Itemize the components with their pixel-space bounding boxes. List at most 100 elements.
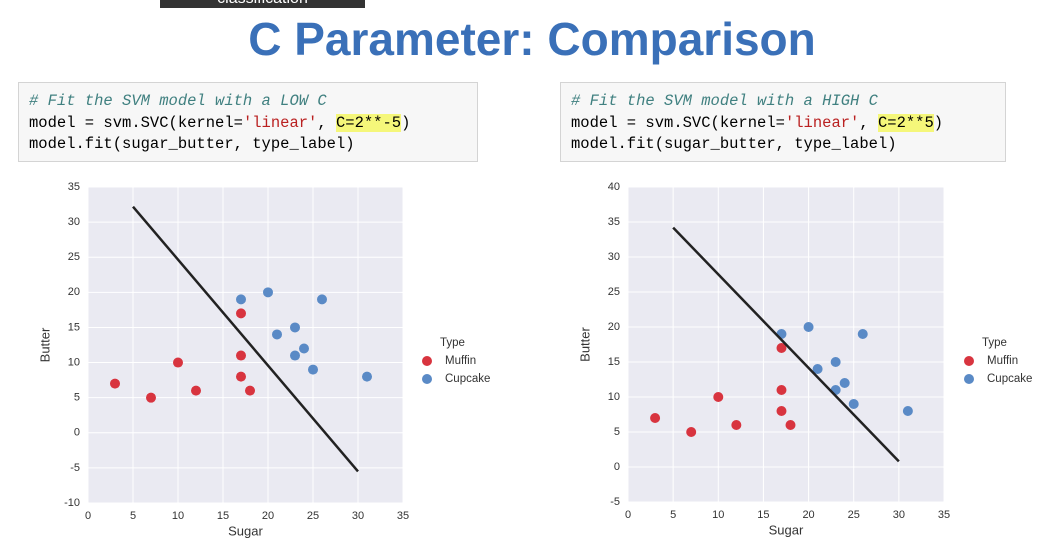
y-tick-label: 10 <box>68 356 80 368</box>
y-tick-label: 5 <box>614 426 620 438</box>
x-tick-label: 35 <box>938 509 950 521</box>
code-line: # Fit the SVM model with a LOW C <box>19 92 477 114</box>
y-tick-label: 40 <box>608 181 620 193</box>
y-axis-label: Butter <box>577 326 592 361</box>
point <box>146 392 156 403</box>
point <box>776 343 787 353</box>
y-tick-label: -10 <box>64 497 80 509</box>
code-token: C=2**5 <box>877 113 934 132</box>
point <box>110 378 120 389</box>
point <box>272 329 282 340</box>
x-tick-label: 20 <box>802 509 814 521</box>
point <box>848 399 859 409</box>
point <box>263 287 273 298</box>
y-tick-label: 0 <box>614 461 620 473</box>
decision-boundary <box>672 226 900 463</box>
legend-title: Type <box>982 337 1007 349</box>
legend-label: Cupcake <box>987 373 1032 385</box>
point <box>713 392 724 402</box>
point <box>803 322 814 332</box>
y-tick-label: 0 <box>74 427 80 439</box>
x-axis-label: Sugar <box>228 523 263 538</box>
point <box>236 350 246 361</box>
code-line: model.fit(sugar_butter, type_label) <box>19 135 477 157</box>
point <box>839 378 850 388</box>
point <box>785 420 796 430</box>
code-block: # Fit the SVM model with a LOW C model = … <box>18 82 478 162</box>
x-tick-label: 5 <box>670 509 676 521</box>
y-tick-label: 25 <box>608 286 620 298</box>
legend-marker <box>422 356 432 366</box>
code-token: model.fit(sugar_butter, type_label) <box>571 135 897 153</box>
x-tick-label: 25 <box>307 510 319 522</box>
legend-title: Type <box>440 337 465 349</box>
x-tick-label: 5 <box>130 510 136 522</box>
legend-label: Muffin <box>987 355 1018 367</box>
y-tick-label: 5 <box>74 392 80 404</box>
code-token: , <box>859 113 878 132</box>
legend-label: Cupcake <box>445 373 490 385</box>
code-line: model = svm.SVC(kernel='linear', C=2**5) <box>561 113 1005 136</box>
y-tick-label: 25 <box>68 251 80 263</box>
code-token: ) <box>401 113 411 132</box>
code-line: model = svm.SVC(kernel='linear', C=2**-5… <box>19 113 477 136</box>
code-token: model.fit(sugar_butter, type_label) <box>29 135 355 153</box>
code-token: model = svm.SVC(kernel= <box>571 113 785 132</box>
plot-area <box>88 187 403 503</box>
y-axis-label: Butter <box>37 327 52 362</box>
point <box>317 294 327 305</box>
code-token: model = svm.SVC(kernel= <box>29 113 243 132</box>
x-tick-label: 35 <box>397 510 409 522</box>
x-tick-label: 15 <box>217 510 229 522</box>
x-tick-label: 20 <box>262 510 274 522</box>
y-tick-label: -5 <box>70 462 80 474</box>
point <box>290 350 300 361</box>
tab-label: classification <box>160 0 365 8</box>
x-tick-label: 0 <box>85 510 91 522</box>
x-tick-label: 25 <box>848 509 860 521</box>
code-token: ) <box>933 113 944 132</box>
decision-boundary <box>132 205 359 473</box>
y-tick-label: 30 <box>68 216 80 228</box>
code-token: , <box>317 113 336 132</box>
code-token: # Fit the SVM model with a LOW C <box>29 92 327 110</box>
point <box>362 371 372 382</box>
point <box>173 357 183 368</box>
point <box>902 406 913 416</box>
legend-label: Muffin <box>445 355 476 367</box>
point <box>776 406 787 416</box>
point <box>686 427 697 437</box>
code-token: C=2**-5 <box>335 113 402 132</box>
slide-title: C Parameter: Comparison <box>248 13 816 65</box>
point <box>290 322 300 333</box>
code-token: 'linear' <box>784 113 860 132</box>
point <box>191 385 201 396</box>
point <box>299 343 309 354</box>
point <box>812 364 823 374</box>
code-token: # Fit the SVM model with a HIGH C <box>571 92 878 110</box>
x-tick-label: 10 <box>712 509 724 521</box>
code-block: # Fit the SVM model with a HIGH C model =… <box>560 82 1006 162</box>
x-tick-label: 30 <box>352 510 364 522</box>
point <box>857 329 868 339</box>
code-line: model.fit(sugar_butter, type_label) <box>561 135 1005 157</box>
y-tick-label: 35 <box>608 216 620 228</box>
legend-marker <box>422 374 432 384</box>
point <box>776 385 787 395</box>
y-tick-label: 20 <box>608 321 620 333</box>
y-tick-label: -5 <box>610 496 620 508</box>
point <box>236 294 246 305</box>
code-token: 'linear' <box>242 113 318 132</box>
legend-marker <box>964 356 974 366</box>
y-tick-label: 20 <box>68 286 80 298</box>
x-tick-label: 10 <box>172 510 184 522</box>
y-tick-label: 15 <box>608 356 620 368</box>
x-axis-label: Sugar <box>769 522 804 537</box>
x-tick-label: 30 <box>893 509 905 521</box>
point <box>236 308 246 319</box>
y-tick-label: 15 <box>68 321 80 333</box>
point <box>245 385 255 396</box>
point <box>650 413 661 423</box>
